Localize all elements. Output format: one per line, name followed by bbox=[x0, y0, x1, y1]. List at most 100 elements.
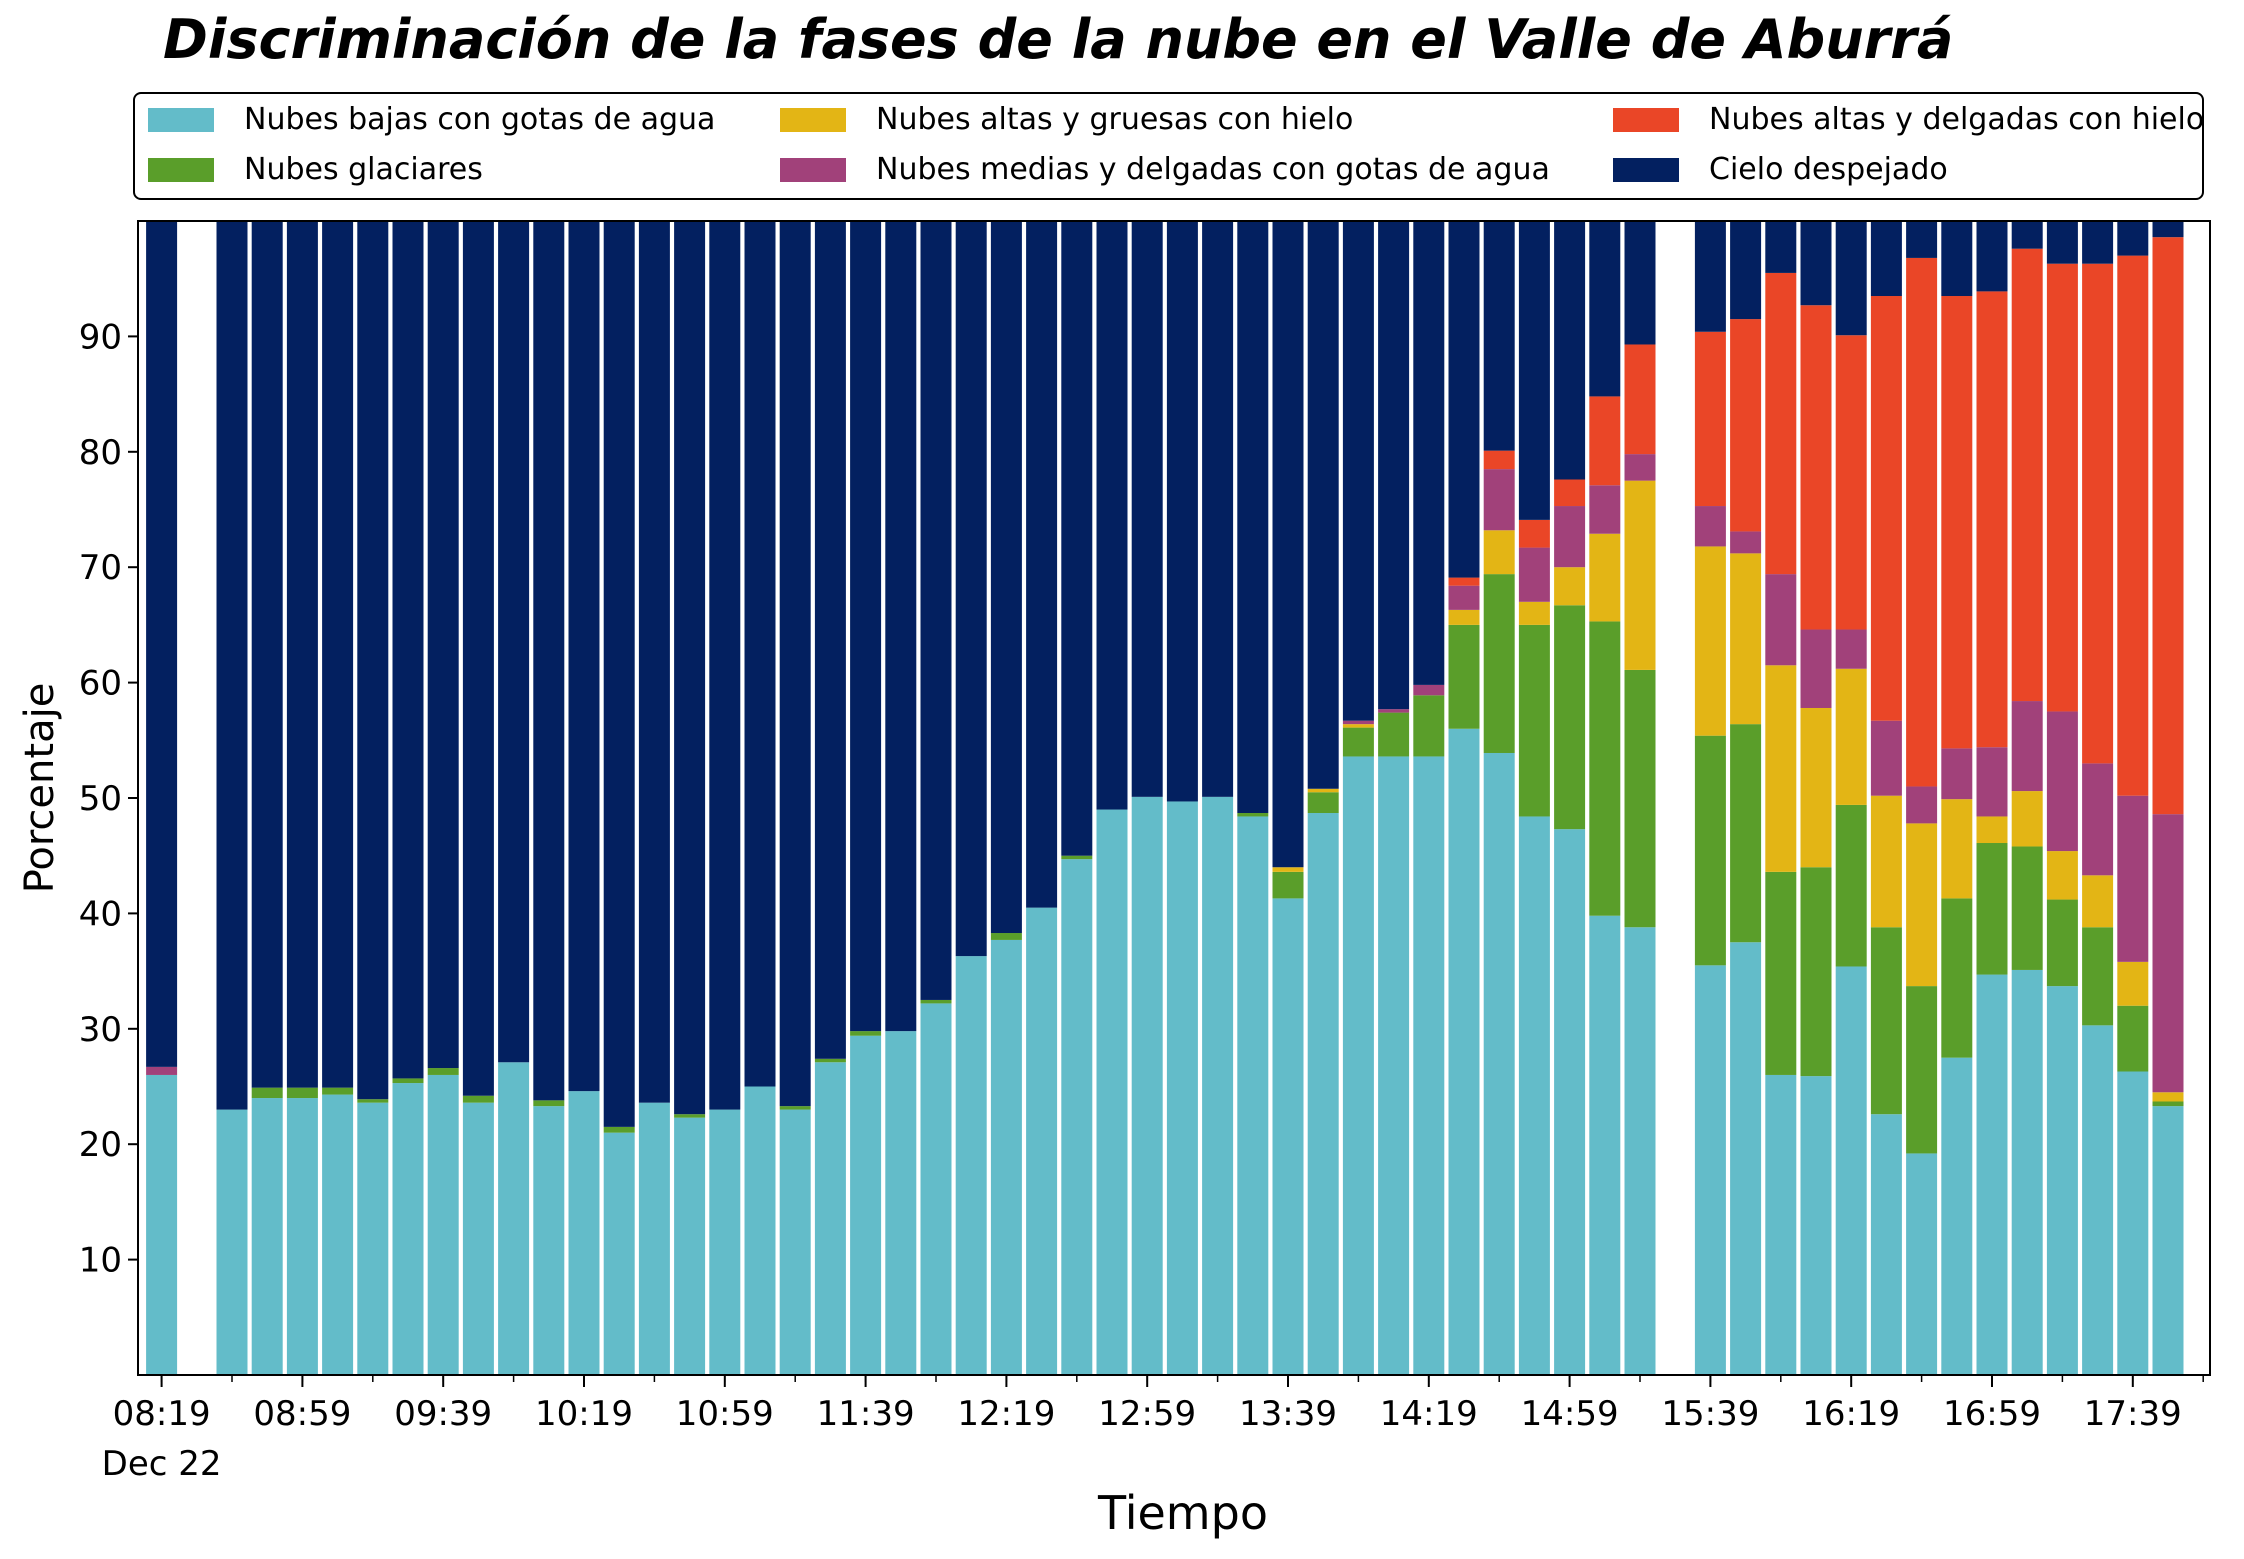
bar-segment-6-15:09 bbox=[1589, 221, 1621, 397]
bar-segment-2-09:39 bbox=[427, 1068, 459, 1075]
bar-segment-1-13:29 bbox=[1237, 816, 1269, 1375]
bar-segment-2-17:09 bbox=[2011, 846, 2043, 970]
bar-segment-6-10:59 bbox=[709, 221, 741, 1110]
bar-segment-2-08:59 bbox=[286, 1087, 318, 1099]
bar-segment-1-13:49 bbox=[1307, 813, 1339, 1375]
bar-segment-5-15:39 bbox=[1694, 331, 1726, 507]
bar-segment-6-16:19 bbox=[1835, 221, 1867, 336]
bar-segment-1-10:59 bbox=[709, 1109, 741, 1375]
bar-segment-6-10:19 bbox=[568, 221, 600, 1092]
bar-segment-2-10:09 bbox=[533, 1100, 565, 1107]
bar-segment-1-17:09 bbox=[2011, 969, 2043, 1375]
bar-segment-6-13:29 bbox=[1237, 221, 1269, 813]
bar-segment-4-14:29 bbox=[1448, 585, 1480, 610]
bar-segment-4-16:59 bbox=[1976, 747, 2008, 817]
bar-segment-1-10:19 bbox=[568, 1091, 600, 1375]
legend-label: Nubes bajas con gotas de agua bbox=[244, 102, 716, 137]
bar-segment-2-15:39 bbox=[1694, 735, 1726, 966]
bar-segment-6-17:39 bbox=[2117, 221, 2149, 256]
bar-segment-4-16:39 bbox=[1906, 786, 1938, 824]
bar-segment-1-12:39 bbox=[1061, 859, 1093, 1375]
bar-segment-5-16:49 bbox=[1941, 296, 1973, 749]
bar-segment-6-11:29 bbox=[814, 221, 846, 1059]
bar-segment-1-15:39 bbox=[1694, 965, 1726, 1375]
bar-segment-6-14:09 bbox=[1378, 221, 1410, 710]
bar-segment-6-09:19 bbox=[357, 221, 389, 1100]
legend-label: Nubes altas y delgadas con hielo bbox=[1709, 102, 2205, 137]
bar-segment-1-08:49 bbox=[251, 1098, 283, 1375]
legend-item: Nubes altas y delgadas con hielo bbox=[1613, 102, 2204, 137]
bar-segment-2-09:49 bbox=[462, 1095, 494, 1103]
bar-segment-1-17:19 bbox=[2046, 986, 2078, 1375]
bar-segment-6-12:59 bbox=[1131, 221, 1163, 797]
bar-segment-2-16:19 bbox=[1835, 804, 1867, 967]
bar-segment-3-15:09 bbox=[1589, 533, 1621, 622]
bar-segment-2-14:39 bbox=[1483, 574, 1515, 753]
bar-segment-6-10:29 bbox=[603, 221, 635, 1127]
bar-segment-1-08:59 bbox=[286, 1098, 318, 1375]
bar-segment-5-15:09 bbox=[1589, 396, 1621, 486]
bar-segment-1-15:19 bbox=[1624, 927, 1656, 1375]
bar-segment-6-09:59 bbox=[498, 221, 530, 1063]
bar-segment-2-12:19 bbox=[990, 933, 1022, 940]
y-tick-label: 90 bbox=[79, 317, 122, 357]
bar-segment-2-17:29 bbox=[2082, 927, 2114, 1026]
bar-segment-1-13:09 bbox=[1166, 801, 1198, 1375]
bar-segment-6-08:59 bbox=[286, 221, 318, 1088]
bar-segment-1-10:09 bbox=[533, 1106, 565, 1375]
bar-segment-3-14:39 bbox=[1483, 530, 1515, 575]
bar-segment-4-13:59 bbox=[1342, 720, 1374, 725]
bar-segment-1-17:29 bbox=[2082, 1025, 2114, 1375]
x-axis-label: Tiempo bbox=[1098, 1486, 1268, 1540]
bar-segment-1-12:09 bbox=[955, 956, 987, 1375]
bar-segment-6-11:49 bbox=[885, 221, 917, 1032]
bar-segment-6-11:59 bbox=[920, 221, 952, 1000]
bar-segment-1-14:59 bbox=[1554, 829, 1586, 1375]
legend: Nubes bajas con gotas de agua Nubes glaci… bbox=[133, 92, 2204, 200]
bar-segment-6-17:49 bbox=[2152, 221, 2184, 238]
bar-segment-1-16:09 bbox=[1800, 1076, 1832, 1375]
bar-segment-2-11:19 bbox=[779, 1106, 811, 1110]
bar-segment-5-15:59 bbox=[1765, 272, 1797, 575]
x-tick-label: 09:39 bbox=[394, 1394, 492, 1434]
bar-segment-6-13:59 bbox=[1342, 221, 1374, 721]
bar-segment-2-10:29 bbox=[603, 1126, 635, 1133]
bar-segment-4-17:29 bbox=[2082, 763, 2114, 876]
bar-segment-3-17:09 bbox=[2011, 791, 2043, 847]
bar-segment-1-17:39 bbox=[2117, 1071, 2149, 1375]
bar-segment-3-15:59 bbox=[1765, 665, 1797, 872]
bar-segment-3-14:59 bbox=[1554, 567, 1586, 606]
bar-segment-3-13:59 bbox=[1342, 724, 1374, 728]
bar-segment-3-14:29 bbox=[1448, 609, 1480, 625]
bar-segment-4-17:19 bbox=[2046, 711, 2078, 852]
bar-segment-6-10:39 bbox=[638, 221, 670, 1103]
bar-segment-2-09:19 bbox=[357, 1099, 389, 1103]
bar-segment-1-09:29 bbox=[392, 1083, 424, 1375]
bar-segment-6-14:29 bbox=[1448, 221, 1480, 578]
bar-segment-2-16:49 bbox=[1941, 898, 1973, 1058]
bar-segment-3-16:39 bbox=[1906, 823, 1938, 987]
bar-segment-5-17:19 bbox=[2046, 263, 2078, 712]
bar-segment-5-17:49 bbox=[2152, 237, 2184, 815]
bar-segment-6-09:09 bbox=[322, 221, 354, 1088]
bar-segment-2-17:49 bbox=[2152, 1101, 2184, 1107]
legend-label: Cielo despejado bbox=[1709, 152, 1948, 187]
bar-segment-2-11:39 bbox=[850, 1031, 882, 1036]
bar-segment-6-16:09 bbox=[1800, 221, 1832, 306]
bar-segment-5-17:29 bbox=[2082, 263, 2114, 764]
bar-segment-4-15:39 bbox=[1694, 506, 1726, 547]
bar-segment-4-14:09 bbox=[1378, 709, 1410, 713]
bar-segment-1-11:39 bbox=[850, 1035, 882, 1375]
bar-segment-5-14:49 bbox=[1518, 519, 1550, 548]
bar-segment-2-14:29 bbox=[1448, 624, 1480, 729]
bar-segment-3-16:09 bbox=[1800, 707, 1832, 868]
bar-segment-5-15:49 bbox=[1730, 319, 1762, 532]
bar-segment-6-08:19 bbox=[146, 221, 178, 1067]
bar-segment-5-15:19 bbox=[1624, 344, 1656, 455]
x-tick-label: 10:59 bbox=[676, 1394, 774, 1434]
bar-segment-1-12:49 bbox=[1096, 809, 1128, 1375]
bar-segment-1-14:29 bbox=[1448, 728, 1480, 1375]
y-tick-label: 80 bbox=[79, 433, 122, 473]
legend-swatch bbox=[148, 107, 214, 132]
